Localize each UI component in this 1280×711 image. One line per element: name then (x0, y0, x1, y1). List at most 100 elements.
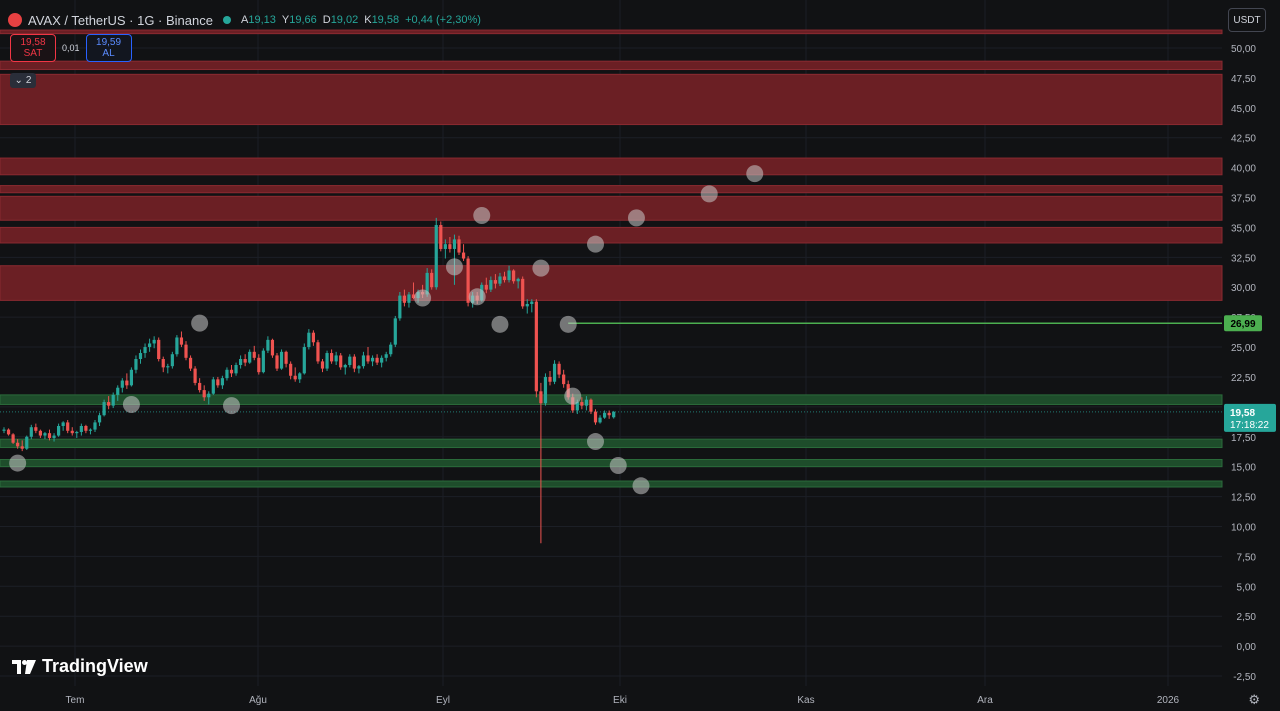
candle-body (16, 442, 20, 447)
candle-body (248, 351, 252, 363)
candle-body (530, 301, 534, 304)
ohlc-change-value: +0,44 (+2,30%) (405, 14, 481, 26)
marker-circle (468, 288, 486, 306)
candle-body (93, 422, 97, 430)
candles (2, 217, 616, 544)
candle-body (129, 369, 133, 386)
currency-button[interactable]: USDT (1228, 8, 1266, 32)
candle-body (425, 272, 429, 295)
marker-circle (223, 397, 240, 415)
time-tick-label: Kas (797, 695, 814, 706)
candle-body (102, 402, 106, 416)
candle-body (88, 429, 93, 431)
candle-body (493, 280, 497, 284)
candle-body (211, 379, 215, 394)
price-tick-label: 47,50 (1231, 74, 1256, 85)
marker-circle (700, 185, 718, 203)
buy-button[interactable]: 19,59 AL (85, 34, 132, 62)
candle-body (152, 339, 156, 344)
price-tick-label: 50,00 (1231, 44, 1256, 55)
marker-circle (632, 477, 650, 495)
candle-body (334, 355, 338, 362)
price-tick-label: 45,00 (1231, 104, 1256, 115)
candle-body (539, 391, 543, 404)
gear-icon[interactable]: ⚙ (1248, 692, 1260, 707)
sell-button[interactable]: 19,58 SAT (10, 34, 56, 62)
candle-body (198, 382, 202, 391)
candle-body (580, 402, 584, 406)
indicators-collapse-button[interactable]: ⌄ 2 (10, 73, 36, 88)
candle-body (575, 402, 579, 411)
time-tick-label: Eki (613, 695, 627, 706)
price-tick-label: 15,00 (1231, 463, 1256, 474)
marker-circle (564, 387, 582, 405)
candle-body (502, 276, 507, 281)
marker-circle (532, 259, 550, 277)
candle-body (225, 369, 229, 379)
candle-body (348, 356, 352, 365)
resistance-zone (0, 29, 1223, 35)
candle-body (516, 278, 520, 282)
marker-circle (559, 315, 577, 333)
candle-body (207, 393, 211, 398)
last-price-tag (1224, 403, 1276, 432)
candle-body (120, 380, 124, 388)
buy-label: AL (102, 48, 115, 59)
price-tick-label: 0,00 (1237, 642, 1257, 653)
marker-circle (445, 258, 463, 276)
candle-body (357, 366, 361, 369)
level-price-tag (1224, 315, 1262, 332)
candle-body (589, 399, 593, 412)
candle-body (330, 353, 334, 362)
last-price-tag-countdown: 17:18:22 (1230, 420, 1269, 431)
candle-body (143, 347, 147, 354)
candle-body (598, 417, 602, 423)
candle-body (311, 332, 315, 343)
candle-body (75, 431, 79, 434)
candle-body (339, 355, 343, 368)
ohlc-close-label: K (364, 14, 372, 26)
candle-body (593, 411, 598, 423)
candle-body (38, 430, 42, 436)
candle-body (216, 379, 220, 386)
symbol-title[interactable]: AVAX / TetherUS · 1G · Binance (28, 12, 213, 28)
ohlc-values: A19,13 Y19,66 D19,02 K19,58 +0,44 (+2,30… (241, 14, 481, 26)
time-tick-label: 2026 (1157, 695, 1180, 706)
candle-body (543, 376, 548, 404)
candle-body (552, 363, 557, 382)
candle-body (52, 435, 56, 438)
candle-body (461, 252, 466, 259)
resistance-zone (0, 157, 1223, 176)
price-axis: 50,00 47,50 45,00 42,50 40,00 37,50 35,00 32,50… (1224, 36, 1280, 686)
price-zones (0, 29, 1223, 488)
candle-body (84, 425, 88, 431)
candle-body (521, 278, 525, 307)
candle-body (452, 239, 457, 249)
candle-body (25, 436, 29, 449)
candle-body (234, 364, 238, 374)
tradingview-icon (12, 659, 36, 674)
ohlc-high-label: Y (281, 14, 290, 26)
candle-body (43, 433, 47, 436)
candle-body (603, 412, 607, 418)
candle-body (325, 353, 329, 369)
price-tick-label: 12,50 (1231, 493, 1256, 504)
price-tick-label: 7,50 (1237, 552, 1257, 563)
candle-body (57, 425, 61, 436)
candle-body (484, 284, 488, 290)
level-price-tag-text: 26,99 (1230, 319, 1255, 330)
candle-body (11, 434, 15, 443)
candle-body (193, 368, 197, 383)
ohlc-high-value: 19,66 (289, 14, 317, 26)
candle-body (134, 359, 138, 370)
marker-circle (122, 395, 140, 413)
price-tick-label: 40,00 (1231, 164, 1256, 175)
candle-body (20, 446, 24, 449)
candle-body (320, 361, 325, 369)
candle-body (512, 270, 516, 282)
candle-body (279, 351, 284, 369)
marker-circle (191, 314, 209, 332)
candle-body (111, 394, 115, 406)
price-tick-label: 30,00 (1231, 283, 1256, 294)
